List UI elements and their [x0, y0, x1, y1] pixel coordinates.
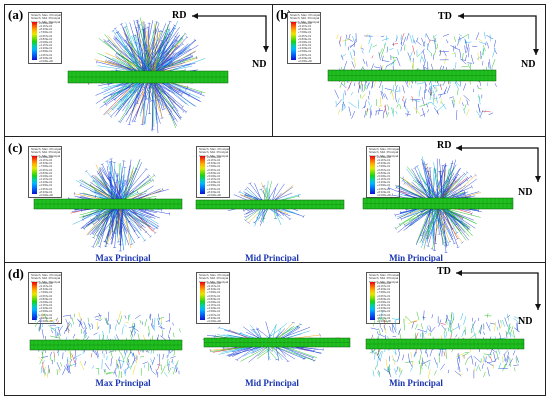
legend-title: Stretch, Max. Principal Stretch, Mid. Pr…: [369, 147, 400, 158]
panel-c-axis-rd: RD: [437, 140, 452, 151]
legend-d1: Stretch, Max. Principal Stretch, Mid. Pr…: [28, 272, 62, 324]
legend-a: Stretch, Max. Principal Stretch, Mid. Pr…: [28, 12, 62, 64]
panel-c-axis-nd: ND: [518, 187, 533, 198]
legend-color-scale: [291, 22, 296, 60]
panel-a-axis-rd: RD: [172, 10, 187, 21]
panel-d-label: (d): [8, 266, 24, 281]
legend-values: +1.000e+00 +9.167e-01 +8.333e-01 +7.500e…: [377, 282, 391, 323]
panel-d-vector-field-max: [34, 311, 182, 379]
legend-color-scale: [370, 156, 375, 194]
legend-title: Stretch, Max. Principal Stretch, Mid. Pr…: [31, 13, 62, 24]
legend-title: Stretch, Max. Principal Stretch, Mid. Pr…: [199, 273, 230, 284]
legend-title: Stretch, Max. Principal Stretch, Mid. Pr…: [31, 273, 62, 284]
panel-b-specimen-bar: [327, 69, 497, 82]
panel-c-label: (c): [8, 140, 23, 155]
panel-c-specimen-bar-max: [33, 198, 183, 210]
panel-d-axis-nd: ND: [518, 316, 533, 327]
legend-color-scale: [200, 156, 205, 194]
legend-color-scale: [370, 282, 375, 320]
divider-row1: [4, 136, 546, 138]
legend-b: Stretch, Max. Principal Stretch, Mid. Pr…: [287, 12, 321, 64]
legend-values: +1.000e+00 +9.167e-01 +8.333e-01 +7.500e…: [207, 156, 221, 197]
legend-c2: Stretch, Max. Principal Stretch, Mid. Pr…: [196, 146, 230, 198]
legend-values: +1.000e+00 +9.167e-01 +8.333e-01 +7.500e…: [39, 282, 53, 323]
panel-a-axis-arrow: [192, 13, 269, 52]
legend-values: +1.000e+00 +9.167e-01 +8.333e-01 +7.500e…: [207, 282, 221, 323]
panel-c-axis-arrow: [456, 145, 541, 182]
panel-d-axis-arrow: [456, 270, 541, 310]
panel-a-axis-nd: ND: [252, 59, 267, 70]
legend-title: Stretch, Max. Principal Stretch, Mid. Pr…: [31, 147, 62, 158]
divider-row2: [4, 262, 546, 264]
legend-color-scale: [32, 22, 37, 60]
panel-b-axis-td: TD: [438, 11, 452, 22]
legend-values: +1.000e+00 +9.167e-01 +8.333e-01 +7.500e…: [39, 22, 53, 63]
legend-values: +1.000e+00 +9.167e-01 +8.333e-01 +7.500e…: [39, 156, 53, 197]
legend-color-scale: [200, 282, 205, 320]
panel-d-specimen-bar-min: [365, 338, 525, 350]
panel-a-label: (a): [8, 7, 24, 22]
legend-values: +1.000e+00 +9.167e-01 +8.333e-01 +7.500e…: [377, 156, 391, 197]
legend-title: Stretch, Max. Principal Stretch, Mid. Pr…: [369, 273, 400, 284]
panel-b-axis-arrow: [458, 13, 539, 55]
legend-c3: Stretch, Max. Principal Stretch, Mid. Pr…: [366, 146, 400, 198]
divider-col-ab: [272, 4, 274, 136]
panel-d-axis-td: TD: [437, 266, 451, 277]
panel-b-axis-nd: ND: [521, 59, 536, 70]
panel-d-specimen-bar-max: [29, 339, 183, 351]
panel-c-specimen-bar-mid: [195, 199, 345, 210]
panel-c-caption-max: Max Principal: [95, 253, 151, 263]
panel-a-specimen-bar: [67, 70, 229, 84]
legend-title: Stretch, Max. Principal Stretch, Mid. Pr…: [290, 13, 321, 24]
legend-d3: Stretch, Max. Principal Stretch, Mid. Pr…: [366, 272, 400, 324]
legend-values: +1.000e+00 +9.167e-01 +8.333e-01 +7.500e…: [298, 22, 312, 63]
panel-d-caption-min: Min Principal: [389, 378, 443, 388]
panel-d-caption-max: Max Principal: [95, 378, 151, 388]
panel-c-caption-min: Min Principal: [389, 253, 443, 263]
panel-c-specimen-bar-min: [362, 197, 514, 210]
legend-c1: Stretch, Max. Principal Stretch, Mid. Pr…: [28, 146, 62, 198]
legend-color-scale: [32, 282, 37, 320]
panel-d-caption-mid: Mid Principal: [245, 378, 299, 388]
panel-c-caption-mid: Mid Principal: [245, 253, 299, 263]
legend-d2: Stretch, Max. Principal Stretch, Mid. Pr…: [196, 272, 230, 324]
panel-d-specimen-bar-mid: [203, 337, 351, 348]
legend-title: Stretch, Max. Principal Stretch, Mid. Pr…: [199, 147, 230, 158]
legend-color-scale: [32, 156, 37, 194]
figure-frame: [4, 4, 546, 396]
